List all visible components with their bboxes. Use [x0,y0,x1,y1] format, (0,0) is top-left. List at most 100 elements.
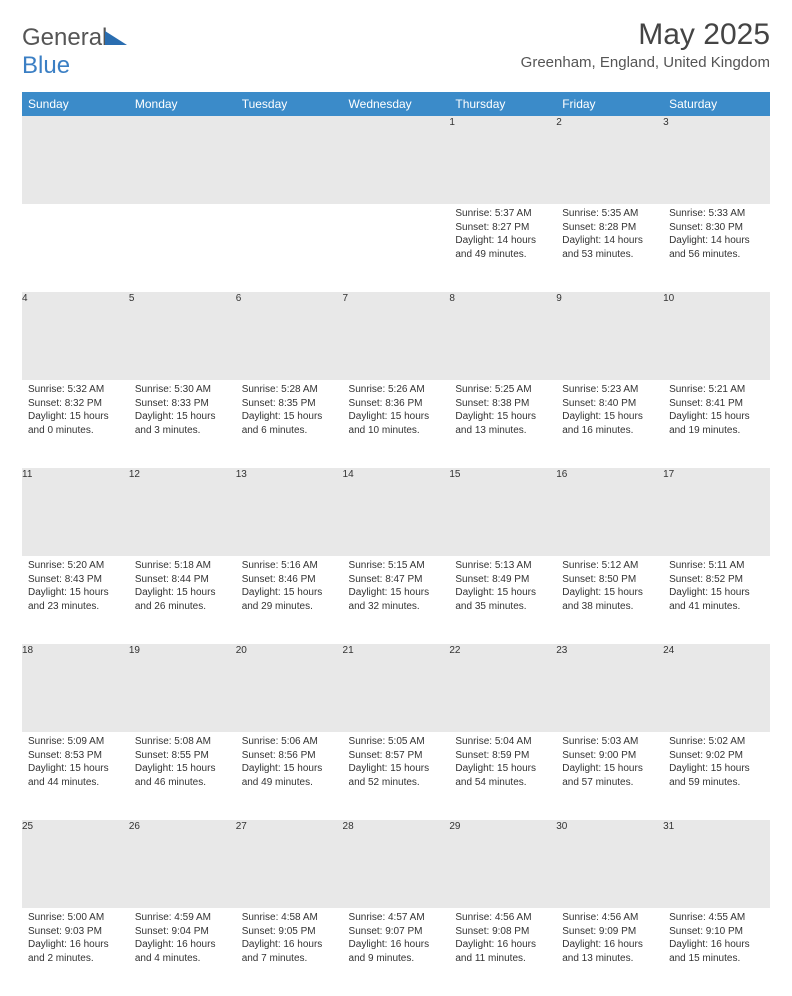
daylight-text: Daylight: 16 hours and 7 minutes. [242,938,337,965]
day-content-row: Sunrise: 5:32 AMSunset: 8:32 PMDaylight:… [22,380,770,468]
sunrise-text: Sunrise: 5:23 AM [562,383,657,397]
day-cell: Sunrise: 5:03 AMSunset: 9:00 PMDaylight:… [556,732,663,820]
day-content-row: Sunrise: 5:20 AMSunset: 8:43 PMDaylight:… [22,556,770,644]
weekday-header: Friday [556,92,663,116]
sunrise-text: Sunrise: 5:13 AM [455,559,550,573]
day-content-row: Sunrise: 5:00 AMSunset: 9:03 PMDaylight:… [22,908,770,996]
sunrise-text: Sunrise: 5:37 AM [455,207,550,221]
day-cell: Sunrise: 5:11 AMSunset: 8:52 PMDaylight:… [663,556,770,644]
sunrise-text: Sunrise: 5:03 AM [562,735,657,749]
day-cell-content: Sunrise: 5:16 AMSunset: 8:46 PMDaylight:… [236,556,343,619]
day-cell-content: Sunrise: 4:58 AMSunset: 9:05 PMDaylight:… [236,908,343,971]
day-cell-content: Sunrise: 5:03 AMSunset: 9:00 PMDaylight:… [556,732,663,795]
daylight-text: Daylight: 15 hours and 0 minutes. [28,410,123,437]
day-cell-content: Sunrise: 5:06 AMSunset: 8:56 PMDaylight:… [236,732,343,795]
logo: General Blue [22,24,127,80]
daylight-text: Daylight: 15 hours and 41 minutes. [669,586,764,613]
day-number-cell: 28 [343,820,450,908]
day-number-row: 25262728293031 [22,820,770,908]
day-number-cell: 24 [663,644,770,732]
day-number-cell: 9 [556,292,663,380]
daylight-text: Daylight: 15 hours and 6 minutes. [242,410,337,437]
day-cell-content: Sunrise: 5:00 AMSunset: 9:03 PMDaylight:… [22,908,129,971]
daylight-text: Daylight: 15 hours and 38 minutes. [562,586,657,613]
sunset-text: Sunset: 9:02 PM [669,749,764,763]
sunrise-text: Sunrise: 5:21 AM [669,383,764,397]
sunset-text: Sunset: 8:57 PM [349,749,444,763]
day-cell-content: Sunrise: 5:12 AMSunset: 8:50 PMDaylight:… [556,556,663,619]
daylight-text: Daylight: 16 hours and 11 minutes. [455,938,550,965]
day-number-cell [129,116,236,204]
sunrise-text: Sunrise: 4:56 AM [562,911,657,925]
daylight-text: Daylight: 15 hours and 52 minutes. [349,762,444,789]
daylight-text: Daylight: 14 hours and 56 minutes. [669,234,764,261]
sunset-text: Sunset: 8:27 PM [455,221,550,235]
calendar-table: SundayMondayTuesdayWednesdayThursdayFrid… [22,92,770,996]
sunset-text: Sunset: 9:04 PM [135,925,230,939]
day-cell-content: Sunrise: 5:37 AMSunset: 8:27 PMDaylight:… [449,204,556,267]
day-cell-content: Sunrise: 5:21 AMSunset: 8:41 PMDaylight:… [663,380,770,443]
day-number-cell [236,116,343,204]
daylight-text: Daylight: 15 hours and 19 minutes. [669,410,764,437]
daylight-text: Daylight: 15 hours and 32 minutes. [349,586,444,613]
sunset-text: Sunset: 8:40 PM [562,397,657,411]
day-number-cell [22,116,129,204]
weekday-header: Wednesday [343,92,450,116]
daylight-text: Daylight: 15 hours and 46 minutes. [135,762,230,789]
day-number-cell: 21 [343,644,450,732]
header: General Blue May 2025 Greenham, England,… [22,18,770,80]
sunrise-text: Sunrise: 5:04 AM [455,735,550,749]
daylight-text: Daylight: 15 hours and 26 minutes. [135,586,230,613]
day-number-cell: 31 [663,820,770,908]
weekday-header: Thursday [449,92,556,116]
day-number-cell: 5 [129,292,236,380]
day-cell-content: Sunrise: 5:25 AMSunset: 8:38 PMDaylight:… [449,380,556,443]
sunrise-text: Sunrise: 5:12 AM [562,559,657,573]
day-cell-content: Sunrise: 5:33 AMSunset: 8:30 PMDaylight:… [663,204,770,267]
day-cell: Sunrise: 5:09 AMSunset: 8:53 PMDaylight:… [22,732,129,820]
day-cell-content: Sunrise: 5:18 AMSunset: 8:44 PMDaylight:… [129,556,236,619]
sunrise-text: Sunrise: 5:32 AM [28,383,123,397]
day-number-cell: 13 [236,468,343,556]
sunset-text: Sunset: 9:07 PM [349,925,444,939]
daylight-text: Daylight: 16 hours and 9 minutes. [349,938,444,965]
logo-text: General Blue [22,24,127,80]
day-cell: Sunrise: 5:12 AMSunset: 8:50 PMDaylight:… [556,556,663,644]
day-cell-content: Sunrise: 5:09 AMSunset: 8:53 PMDaylight:… [22,732,129,795]
daylight-text: Daylight: 16 hours and 13 minutes. [562,938,657,965]
day-cell: Sunrise: 5:08 AMSunset: 8:55 PMDaylight:… [129,732,236,820]
day-number-cell: 30 [556,820,663,908]
sunset-text: Sunset: 8:59 PM [455,749,550,763]
day-cell-content: Sunrise: 5:05 AMSunset: 8:57 PMDaylight:… [343,732,450,795]
sunrise-text: Sunrise: 4:57 AM [349,911,444,925]
day-cell-content: Sunrise: 4:56 AMSunset: 9:08 PMDaylight:… [449,908,556,971]
weekday-header: Monday [129,92,236,116]
day-number-row: 11121314151617 [22,468,770,556]
sunrise-text: Sunrise: 5:26 AM [349,383,444,397]
weekday-header: Sunday [22,92,129,116]
day-cell-content: Sunrise: 5:02 AMSunset: 9:02 PMDaylight:… [663,732,770,795]
sunset-text: Sunset: 8:49 PM [455,573,550,587]
sunrise-text: Sunrise: 5:00 AM [28,911,123,925]
sunset-text: Sunset: 8:32 PM [28,397,123,411]
day-cell-content: Sunrise: 5:11 AMSunset: 8:52 PMDaylight:… [663,556,770,619]
day-number-cell: 11 [22,468,129,556]
day-number-cell: 6 [236,292,343,380]
day-number-row: 123 [22,116,770,204]
day-cell-content: Sunrise: 4:59 AMSunset: 9:04 PMDaylight:… [129,908,236,971]
day-cell: Sunrise: 5:20 AMSunset: 8:43 PMDaylight:… [22,556,129,644]
sunset-text: Sunset: 8:38 PM [455,397,550,411]
sunrise-text: Sunrise: 4:58 AM [242,911,337,925]
day-cell: Sunrise: 5:16 AMSunset: 8:46 PMDaylight:… [236,556,343,644]
day-cell-content: Sunrise: 4:55 AMSunset: 9:10 PMDaylight:… [663,908,770,971]
sunset-text: Sunset: 8:56 PM [242,749,337,763]
sunset-text: Sunset: 8:50 PM [562,573,657,587]
day-cell-content: Sunrise: 5:32 AMSunset: 8:32 PMDaylight:… [22,380,129,443]
day-cell-content: Sunrise: 5:20 AMSunset: 8:43 PMDaylight:… [22,556,129,619]
sunrise-text: Sunrise: 5:15 AM [349,559,444,573]
sunrise-text: Sunrise: 5:35 AM [562,207,657,221]
day-number-cell: 4 [22,292,129,380]
daylight-text: Daylight: 16 hours and 15 minutes. [669,938,764,965]
day-cell: Sunrise: 5:32 AMSunset: 8:32 PMDaylight:… [22,380,129,468]
sunrise-text: Sunrise: 5:30 AM [135,383,230,397]
